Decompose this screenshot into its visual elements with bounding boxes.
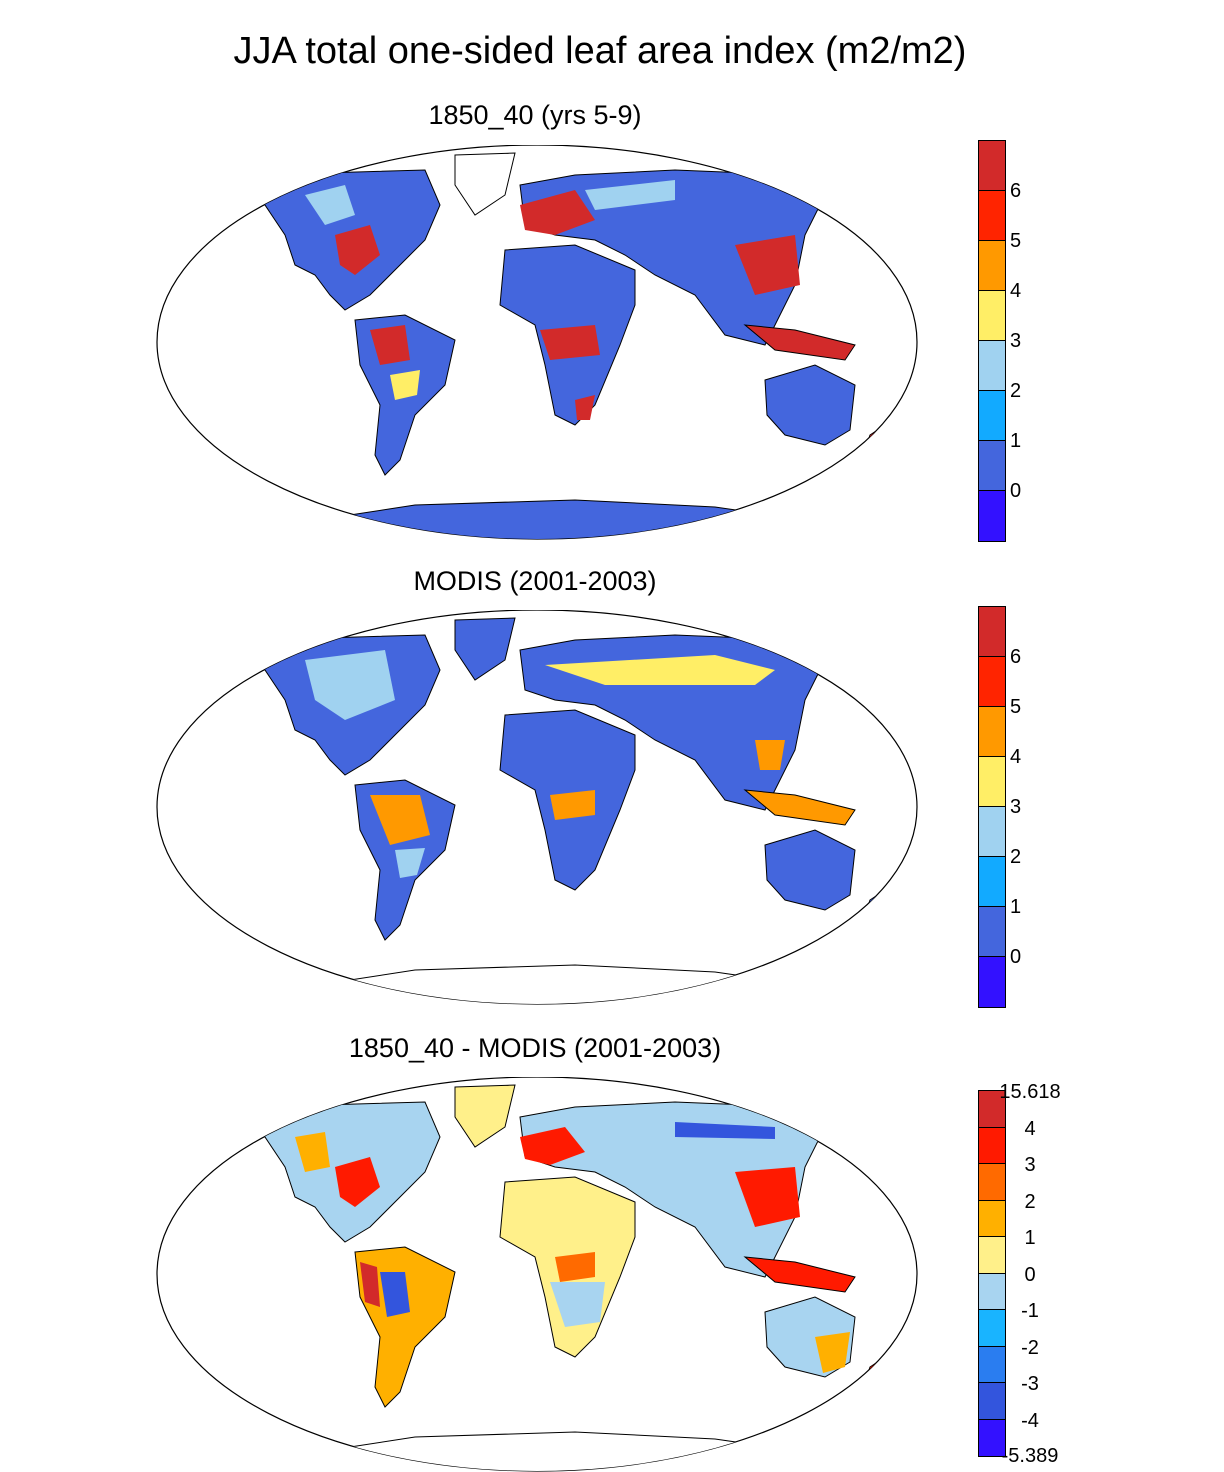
tick-label: 4	[1010, 746, 1022, 768]
australia	[764, 364, 856, 446]
tick-label: 4	[1024, 1118, 1036, 1140]
tick-label: 2	[1010, 380, 1022, 402]
tick-label: 4	[1010, 280, 1022, 302]
tick-label: 1	[1024, 1227, 1036, 1249]
figure-title: JJA total one-sided leaf area index (m2/…	[233, 30, 967, 72]
tick-label: 2	[1024, 1191, 1036, 1213]
panel-3-title: 1850_40 - MODIS (2001-2003)	[348, 1033, 722, 1063]
colorbar-panel-1	[978, 140, 1006, 542]
tick-label: -4	[1021, 1410, 1039, 1432]
tick-label: -3	[1021, 1373, 1039, 1395]
tick-label: 1	[1010, 896, 1022, 918]
map-panel-1	[156, 145, 918, 540]
tick-label: 0	[1024, 1264, 1036, 1286]
tick-label: 0	[1010, 480, 1022, 502]
tick-label: 2	[1010, 846, 1022, 868]
tick-label: 15.618	[999, 1081, 1061, 1103]
tick-label: -2	[1021, 1337, 1039, 1359]
tick-label: 1	[1010, 430, 1022, 452]
colorbar-panel-2	[978, 606, 1006, 1008]
tick-label: 3	[1024, 1154, 1036, 1176]
tick-label: 3	[1010, 330, 1022, 352]
tick-label: 6	[1010, 646, 1022, 668]
tick-label: 5	[1010, 230, 1022, 252]
colorbar-panel-3	[978, 1090, 1006, 1457]
tick-label: 0	[1010, 946, 1022, 968]
panel-2-title: MODIS (2001-2003)	[413, 566, 657, 596]
tick-label: 5	[1010, 696, 1022, 718]
tick-label: -5.389	[1001, 1445, 1059, 1467]
map-panel-3	[156, 1077, 918, 1472]
panel-1-title: 1850_40 (yrs 5-9)	[428, 100, 642, 130]
greenland	[454, 152, 516, 216]
tick-label: -1	[1021, 1300, 1039, 1322]
tick-label: 6	[1010, 180, 1022, 202]
tick-label: 3	[1010, 796, 1022, 818]
map-panel-2	[156, 610, 918, 1005]
